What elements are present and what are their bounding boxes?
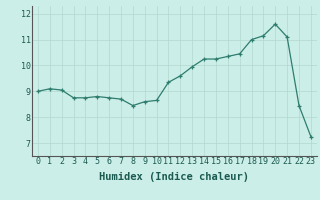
X-axis label: Humidex (Indice chaleur): Humidex (Indice chaleur) [100,172,249,182]
